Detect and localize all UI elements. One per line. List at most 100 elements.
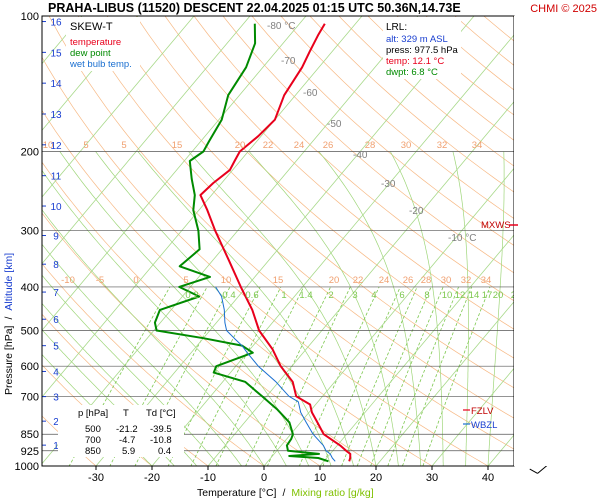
lrl-dwpt: dwpt: 6.8 °C xyxy=(386,67,438,78)
isotherm-label: 28 xyxy=(421,275,432,286)
x-tick-label: 20 xyxy=(370,472,382,484)
y-tick-label: 100 xyxy=(21,11,39,23)
isotherm-line xyxy=(95,16,475,466)
mixing-ratio-label: 2 xyxy=(328,290,333,301)
dry-adiabat-label: -20 xyxy=(409,206,424,217)
lrl-alt: alt: 329 m ASL xyxy=(386,34,448,45)
mixing-ratio-line xyxy=(68,286,171,466)
altitude-tick-label: 2 xyxy=(53,417,59,428)
isotherm-label: 5 xyxy=(183,275,188,286)
altitude-tick-label: 3 xyxy=(53,393,59,404)
isotherm-label: 15 xyxy=(273,275,284,286)
isotherm-label: 26 xyxy=(403,275,414,286)
mixing-ratio-line xyxy=(356,286,432,466)
altitude-tick-label: 1 xyxy=(53,441,59,452)
mixing-ratio-label: 0.6 xyxy=(245,290,258,301)
dry-adiabat-line xyxy=(222,16,514,274)
y-tick-label: 600 xyxy=(21,361,39,373)
table-row-td: 0.4 xyxy=(158,446,171,457)
mixing-ratio-label: 20 xyxy=(493,290,504,301)
isotherm-label: 30 xyxy=(401,140,412,151)
y-axis-title-pressure: Pressure [hPa] xyxy=(3,325,15,395)
isotherm-label: 32 xyxy=(437,140,448,151)
mixing-ratio-line xyxy=(190,286,282,466)
isotherm-line xyxy=(42,16,419,465)
isotherm-line xyxy=(42,16,307,331)
table-header-td: Td [°C] xyxy=(146,408,176,419)
legend-temperature: temperature xyxy=(70,37,121,48)
x-tick-label: -20 xyxy=(144,472,160,484)
x-tick-label: 10 xyxy=(314,472,326,484)
isotherm-line xyxy=(375,301,514,466)
mxws-label: MXWS xyxy=(481,220,511,231)
mixing-ratio-line xyxy=(322,286,401,466)
mixing-ratio-line xyxy=(167,286,261,466)
table-row-p: 500 xyxy=(85,424,101,435)
isotherm-label: 22 xyxy=(353,275,364,286)
isotherm-label: -5 xyxy=(96,275,104,286)
svg-text:Pressure [hPa]/Altitude [km]: Pressure [hPa] / Altitude [km] xyxy=(3,253,15,395)
table-header-t: T xyxy=(123,408,129,419)
mixing-ratio-line xyxy=(266,286,351,466)
mixing-ratio-label: 0.4 xyxy=(222,290,235,301)
dry-adiabat-line xyxy=(42,161,377,466)
wind-barb-flag xyxy=(529,468,538,474)
altitude-tick-label: 10 xyxy=(50,202,62,213)
mixing-ratio-label: 8 xyxy=(424,290,429,301)
isotherm-line xyxy=(207,101,514,466)
dry-adiabat-label: -80 °C xyxy=(267,21,295,32)
mixing-ratio-line xyxy=(215,286,305,466)
legend-title: SKEW-T xyxy=(70,21,113,33)
altitude-tick-label: 7 xyxy=(53,288,59,299)
chart-series xyxy=(153,23,352,463)
isotherm-line xyxy=(431,367,514,466)
dry-adiabat-label: -70 xyxy=(281,56,296,67)
mixing-ratio-line xyxy=(387,286,459,466)
isotherm-line xyxy=(263,167,514,466)
dry-adiabat-line xyxy=(106,16,514,389)
isotherm-label: 10 xyxy=(43,140,54,151)
x-tick-label: 30 xyxy=(426,472,438,484)
isotherm-label: 5 xyxy=(121,140,126,151)
mixing-ratio-line xyxy=(245,286,331,466)
mixing-ratio-label: 17 xyxy=(482,290,493,301)
isotherm-line xyxy=(319,234,514,466)
series-line-dew-point xyxy=(153,23,329,463)
y-tick-label: 300 xyxy=(21,226,39,238)
isotherm-label: 32 xyxy=(461,275,472,286)
isotherm-label: 20 xyxy=(329,275,340,286)
y-tick-label: 850 xyxy=(21,429,39,441)
altitude-tick-label: 15 xyxy=(50,48,62,59)
isotherm-label: 22 xyxy=(263,140,274,151)
table-row-t: -21.2 xyxy=(116,424,138,435)
isotherm-line xyxy=(42,16,195,198)
dry-adiabat-label: -30 xyxy=(381,179,396,190)
mixing-ratio-label: 3 xyxy=(352,290,357,301)
table-row-td: -10.8 xyxy=(150,435,172,446)
mixing-ratio-label: 1.4 xyxy=(299,290,312,301)
table-row-p: 850 xyxy=(85,446,101,457)
y-axis-title-separator: / xyxy=(3,317,15,320)
isotherm-label: 5 xyxy=(83,140,88,151)
dry-adiabat-label: -40 xyxy=(353,150,368,161)
x-tick-label: -10 xyxy=(200,472,216,484)
altitude-tick-label: 8 xyxy=(53,260,59,271)
mixing-ratio-label: 1 xyxy=(281,290,286,301)
x-axis-title-separator: / xyxy=(282,487,285,499)
lrl-press: press: 977.5 hPa xyxy=(386,45,459,56)
altitude-tick-label: 4 xyxy=(53,367,59,378)
isotherm-label: 24 xyxy=(294,140,305,151)
lrl-temp: temp: 12.1 °C xyxy=(386,56,444,67)
lrl-title: LRL: xyxy=(386,22,407,33)
y-tick-label: 200 xyxy=(21,146,39,158)
x-axis-title-temperature: Temperature [°C] xyxy=(197,487,277,499)
mixing-ratio-label: 6 xyxy=(399,290,404,301)
fzlv-label: FZLV xyxy=(471,406,494,417)
lrl-box: LRL: alt: 329 m ASL press: 977.5 hPa tem… xyxy=(383,17,461,79)
legend-wet-bulb: wet bulb temp. xyxy=(69,59,132,70)
dry-adiabat-line xyxy=(77,16,514,419)
dry-adiabat-line xyxy=(164,16,514,330)
altitude-tick-label: 14 xyxy=(50,79,62,90)
dry-adiabat-label: -50 xyxy=(327,119,342,130)
isotherm-line xyxy=(42,16,251,265)
